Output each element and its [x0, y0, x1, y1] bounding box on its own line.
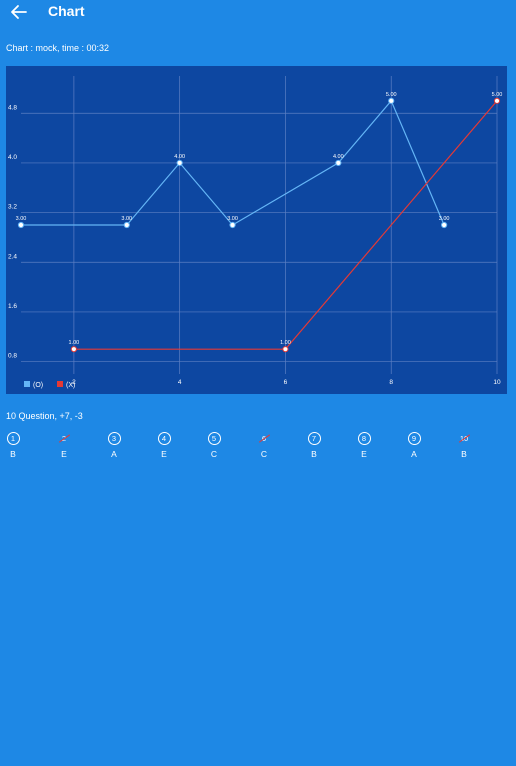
- answer-letter: E: [161, 449, 167, 459]
- data-label: 3.00: [227, 216, 238, 222]
- line-chart: 0.8 1.6 2.4 3.2 4.0 4.8 2 4 6 8 10 3.00 3.00 4.00 3.00…: [8, 76, 503, 389]
- x-tick-label: 10: [493, 379, 501, 386]
- data-point: [388, 97, 395, 104]
- arrow-left-icon[interactable]: [9, 1, 29, 23]
- correct-answer-number: 7: [307, 432, 321, 445]
- x-tick-label: 8: [389, 379, 393, 386]
- page-title: Chart: [48, 3, 85, 19]
- wrong-answer-number: 10: [457, 432, 471, 445]
- correct-answer-number: 3: [107, 432, 121, 445]
- y-tick-label: 2.4: [8, 253, 17, 260]
- data-label: 4.00: [174, 154, 185, 160]
- y-tick-label: 0.8: [8, 353, 17, 360]
- legend-swatch: [57, 381, 63, 387]
- y-tick-label: 4.0: [8, 154, 17, 161]
- data-label: 5.00: [492, 92, 503, 98]
- answer-letter: A: [111, 449, 117, 459]
- chart-area: 0.8 1.6 2.4 3.2 4.0 4.8 2 4 6 8 10 3.00 3.00 4.00 3.00…: [6, 66, 507, 394]
- answer-letter: E: [361, 449, 367, 459]
- data-point: [441, 221, 448, 229]
- data-point: [17, 221, 25, 229]
- x-tick-label: 6: [284, 379, 288, 386]
- answer-letter: B: [461, 449, 467, 459]
- correct-answer-number: 4: [157, 432, 171, 445]
- data-label: 3.00: [16, 216, 27, 222]
- data-label: 1.00: [69, 340, 80, 346]
- correct-answer-number: 5: [207, 432, 221, 445]
- wrong-answer-number: 2: [57, 432, 71, 445]
- y-tick-label: 4.8: [8, 104, 17, 111]
- data-point: [335, 159, 342, 167]
- data-point: [229, 221, 236, 229]
- data-label: 3.00: [439, 216, 450, 222]
- y-tick-label: 3.2: [8, 204, 17, 211]
- answer-item[interactable]: 2E: [44, 432, 84, 468]
- wrong-answer-number: 6: [257, 432, 271, 445]
- answer-list: 1B2E3A4E5C6C7B8E9A10B: [0, 432, 516, 468]
- data-point: [70, 346, 77, 353]
- x-tick-label: 2: [72, 379, 76, 386]
- data-point: [123, 221, 130, 229]
- chart-subtitle: Chart : mock, time : 00:32: [6, 43, 110, 53]
- legend-label: (X): [66, 382, 75, 389]
- result-summary: 10 Question, +7, -3: [6, 411, 83, 421]
- answer-letter: C: [260, 449, 268, 459]
- data-label: 3.00: [121, 216, 132, 222]
- correct-answer-number: 8: [357, 432, 371, 445]
- data-label: 1.00: [280, 340, 291, 346]
- answer-letter: B: [10, 449, 16, 459]
- data-point: [176, 159, 183, 167]
- data-label: 4.00: [333, 154, 344, 160]
- correct-answer-number: 9: [407, 432, 421, 445]
- answer-item[interactable]: 6C: [244, 432, 284, 468]
- answer-letter: A: [411, 449, 417, 459]
- answer-letter: B: [311, 449, 317, 459]
- x-tick-label: 4: [178, 379, 182, 386]
- answer-item[interactable]: 10 B: [444, 432, 484, 468]
- answer-letter: C: [210, 449, 218, 459]
- y-tick-label: 1.6: [8, 303, 17, 310]
- app-bar: Chart: [0, 0, 516, 26]
- legend-swatch: [24, 381, 30, 387]
- data-point: [493, 97, 501, 104]
- answer-letter: E: [61, 449, 67, 459]
- correct-answer-number: 1: [6, 432, 20, 445]
- legend-label: (O): [33, 382, 43, 389]
- data-label: 5.00: [386, 92, 397, 98]
- data-point: [282, 346, 289, 353]
